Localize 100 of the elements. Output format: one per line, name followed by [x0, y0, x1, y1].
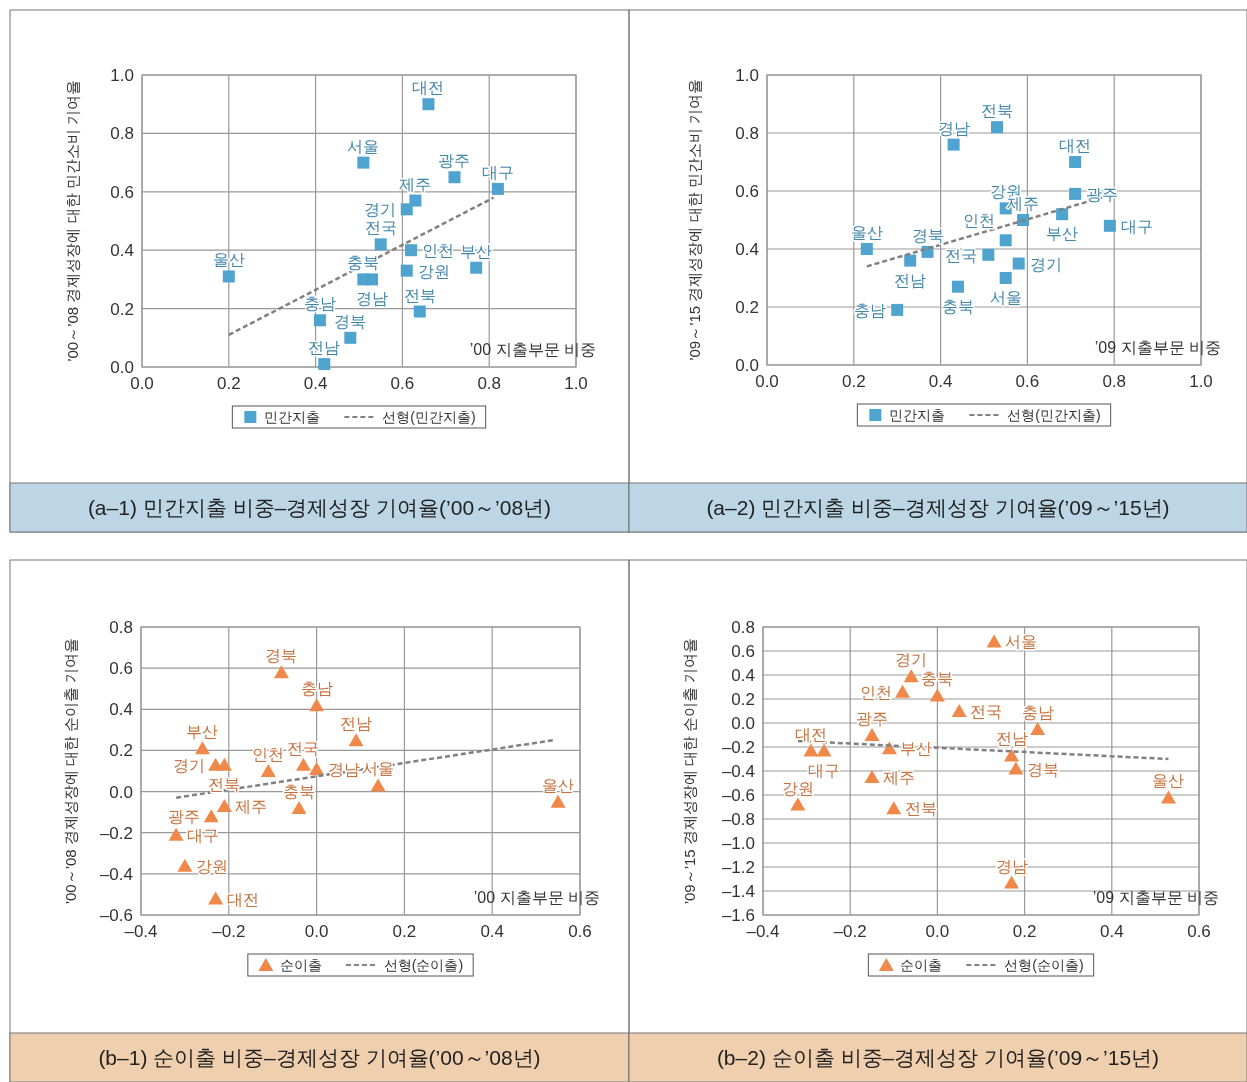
point	[309, 761, 325, 775]
legend-label: 민간지출	[889, 407, 946, 423]
data-label: 충남	[300, 680, 333, 698]
y-tick-label: 0.8	[735, 124, 759, 143]
point	[864, 728, 880, 741]
data-label: 대구	[1120, 217, 1153, 235]
data-label: 대구	[481, 163, 514, 181]
data-label: 제주	[883, 769, 915, 786]
y-tick-label: –0.2	[721, 738, 755, 757]
point	[291, 801, 307, 815]
x-tick-label: 0.0	[304, 922, 329, 941]
point	[550, 794, 566, 808]
y-tick-label: –1.2	[721, 858, 755, 877]
point	[366, 273, 379, 286]
y-tick-label: –0.8	[721, 810, 755, 829]
point	[470, 261, 483, 274]
x-tick-label: 0.8	[1102, 372, 1127, 391]
data-label: 전북	[904, 800, 937, 818]
data-label: 광주	[168, 808, 201, 826]
data-label: 경북	[911, 226, 944, 244]
point	[986, 634, 1002, 648]
y-tick-label: –0.4	[721, 762, 755, 781]
point	[348, 733, 364, 747]
point	[1008, 761, 1024, 775]
data-label: 경남	[327, 760, 360, 778]
legend-label: 선형(민간지출)	[1007, 407, 1101, 423]
y-tick-label: 0.2	[735, 298, 759, 317]
point	[422, 98, 435, 111]
y-axis-title: ’09～’15 경제성장에 대한 순이출 기여율	[681, 637, 698, 905]
point	[344, 331, 357, 344]
data-label: 광주	[438, 152, 471, 170]
point	[273, 665, 289, 679]
y-tick-label: 0.2	[109, 741, 133, 761]
y-tick-label: –0.6	[99, 906, 133, 925]
y-tick-label: 0.8	[731, 618, 755, 637]
point	[860, 243, 873, 255]
data-label: 강원	[195, 857, 228, 875]
y-tick-label: 0.2	[110, 299, 134, 319]
point	[448, 171, 461, 184]
point	[904, 254, 917, 267]
y-tick-label: 0.6	[735, 182, 759, 201]
y-tick-label: 0.4	[731, 666, 755, 685]
data-label: 경기	[1029, 255, 1062, 273]
point	[951, 280, 964, 293]
point	[803, 743, 819, 757]
point	[991, 121, 1004, 134]
y-axis-title: ’09～’15 경제성장에 대한 민간소비 기여율	[686, 79, 703, 361]
y-tick-label: 0.0	[731, 714, 755, 733]
data-label: 울산	[1152, 772, 1185, 790]
data-label: 전국	[970, 703, 1003, 720]
data-label: 강원	[781, 779, 814, 797]
point	[216, 757, 232, 771]
y-tick-label: 0.6	[110, 182, 134, 202]
point	[1103, 219, 1116, 232]
data-label: 강원	[417, 262, 450, 280]
y-tick-label: –0.6	[721, 786, 755, 805]
data-label: 부산	[1046, 225, 1079, 243]
data-label: 인천	[859, 683, 892, 701]
y-tick-label: 0.4	[109, 700, 133, 720]
data-label: 경남	[937, 119, 970, 137]
x-tick-label: –0.2	[833, 922, 867, 941]
y-tick-label: 0.0	[110, 358, 134, 377]
data-label: 경기	[895, 651, 928, 669]
data-label: 전북	[981, 102, 1014, 120]
point	[405, 244, 418, 257]
data-label: 전남	[340, 715, 373, 733]
point	[208, 891, 224, 905]
point	[895, 684, 911, 698]
data-label: 인천	[252, 746, 285, 763]
point	[216, 798, 232, 812]
data-label: 대구	[187, 826, 220, 844]
data-label: 제주	[399, 175, 432, 193]
point	[491, 182, 504, 195]
x-tick-label: 0.4	[480, 922, 505, 941]
data-label: 경북	[1026, 760, 1059, 778]
x-tick-label: –0.2	[212, 922, 246, 941]
y-tick-label: –1.0	[721, 834, 755, 853]
point	[295, 757, 311, 771]
data-label: 경남	[995, 857, 1028, 875]
data-label: 전국	[287, 739, 320, 757]
x-tick-label: 0.2	[1012, 922, 1037, 941]
y-tick-label: 0.0	[735, 356, 759, 375]
point	[999, 234, 1012, 247]
point	[318, 358, 331, 371]
legend-label: 선형(민간지출)	[382, 409, 476, 425]
x-tick-label: 0.4	[928, 372, 953, 391]
data-label: 서울	[362, 760, 395, 778]
text: (a–1) 민간지출 비중–경제성장 기여율(’00～’08년)	[87, 496, 552, 519]
data-label: 경기	[363, 201, 396, 219]
y-tick-label: 1.0	[110, 66, 134, 85]
data-label: 충남	[854, 301, 887, 319]
x-tick-label: 0.0	[130, 374, 154, 393]
data-label: 부산	[186, 723, 219, 741]
point	[1069, 187, 1082, 200]
y-tick-label: 0.6	[731, 642, 755, 661]
point	[370, 778, 386, 792]
point	[168, 827, 184, 841]
point	[891, 303, 904, 316]
point	[194, 741, 210, 755]
y-tick-label: 0.4	[735, 240, 759, 259]
